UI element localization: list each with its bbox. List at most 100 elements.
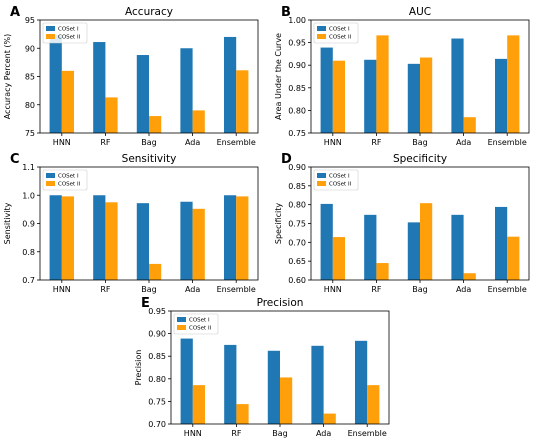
chart-title: Accuracy: [125, 6, 173, 18]
bar-coset-2-ada: [323, 413, 336, 424]
bar-coset-2-rf: [376, 263, 389, 280]
bar-coset-1-ada: [451, 38, 464, 133]
bar-coset-1-rf: [364, 214, 377, 280]
bar-coset-1-ensemble: [223, 36, 237, 134]
x-tick-label: Bag: [412, 138, 427, 147]
legend-swatch: [317, 34, 326, 39]
bar-coset-2-bag: [420, 203, 433, 280]
bar-coset-2-ensemble: [236, 70, 249, 133]
chart-panel-d: 0.60 0.65 0.70 0.75 0.80 0.85 0.90 HNN RF Bag Ada E…: [274, 152, 530, 294]
y-tick-label: 0.95: [288, 39, 306, 48]
y-tick-label: 0.85: [288, 84, 306, 93]
y-tick-label: 0.60: [288, 276, 306, 285]
y-tick-label: 0.85: [288, 182, 306, 191]
bar-coset-2-ada: [463, 117, 476, 133]
y-tick-label: 95: [25, 16, 35, 25]
bar-coset-2-ada: [192, 110, 205, 133]
bar-coset-1-ensemble: [494, 58, 508, 134]
y-tick-label: 0.90: [288, 61, 306, 70]
legend: COSet I COSet II: [313, 22, 359, 44]
panel-letter: C: [10, 152, 20, 167]
legend-label: COSet II: [58, 182, 81, 188]
bar-coset-2-hnn: [332, 237, 346, 280]
bar-coset-2-ada: [192, 208, 205, 280]
y-tick-label: 85: [25, 73, 35, 82]
bar-coset-2-ensemble: [236, 196, 249, 280]
bar-coset-1-bag: [267, 350, 280, 424]
legend: COSet I COSet II: [42, 22, 88, 44]
legend-label: COSet I: [329, 174, 350, 180]
x-tick-label: HNN: [324, 285, 342, 294]
x-tick-label: HNN: [184, 429, 202, 438]
chart-title: Precision: [257, 297, 304, 309]
x-tick-label: Bag: [141, 285, 156, 294]
bar-coset-1-bag: [407, 63, 420, 134]
legend-label: COSet II: [329, 35, 352, 41]
x-tick-label: Bag: [272, 429, 287, 438]
y-axis-label: Specificity: [274, 203, 283, 244]
legend: COSet I COSet II: [173, 313, 219, 335]
y-tick-label: 0.65: [288, 257, 306, 266]
bar-coset-2-rf: [105, 202, 118, 280]
x-tick-label: RF: [100, 285, 111, 294]
x-tick-label: Ensemble: [217, 138, 256, 147]
bar-coset-2-bag: [149, 116, 162, 133]
legend-label: COSet II: [58, 35, 81, 41]
bar-coset-1-hnn: [320, 203, 333, 280]
y-tick-label: 1.0: [22, 191, 35, 200]
bar-coset-1-hnn: [320, 47, 333, 133]
x-tick-label: Ensemble: [488, 285, 527, 294]
bar-coset-2-bag: [149, 263, 162, 280]
panel-letter: B: [281, 5, 291, 20]
legend-label: COSet II: [189, 326, 212, 332]
x-tick-label: Ada: [185, 138, 200, 147]
legend-label: COSet II: [329, 182, 352, 188]
legend-label: COSet I: [189, 318, 210, 324]
legend-swatch: [46, 26, 55, 31]
bar-coset-1-ada: [311, 345, 324, 424]
bar-coset-2-ensemble: [507, 236, 520, 280]
legend: COSet I COSet II: [313, 169, 359, 191]
y-tick-label: 0.80: [288, 201, 306, 210]
bar-coset-1-hnn: [180, 338, 193, 424]
x-tick-label: Bag: [141, 138, 156, 147]
panel-letter: D: [281, 152, 292, 167]
bar-coset-2-ensemble: [367, 385, 380, 424]
legend-swatch: [317, 173, 326, 178]
bar-coset-2-ada: [463, 273, 476, 280]
bar-coset-1-rf: [224, 344, 237, 424]
legend-swatch: [46, 173, 55, 178]
y-tick-label: 0.70: [148, 420, 166, 429]
chart-panel-b: 0.75 0.80 0.85 0.90 0.95 1.00 HNN RF Bag Ada Ensem…: [274, 5, 530, 147]
x-tick-label: Ada: [316, 429, 331, 438]
chart-title: AUC: [409, 6, 431, 18]
bar-coset-1-ensemble: [494, 206, 508, 280]
chart-panel-e: 0.70 0.75 0.80 0.85 0.90 0.95 HNN RF Bag Ada Ensem…: [134, 296, 390, 438]
y-tick-label: 80: [25, 101, 35, 110]
bar-coset-1-hnn: [49, 195, 62, 280]
chart-title: Specificity: [393, 153, 447, 165]
y-tick-label: 0.75: [288, 129, 306, 138]
bar-coset-1-bag: [136, 55, 149, 133]
bar-coset-2-hnn: [61, 196, 75, 280]
bar-coset-1-ada: [180, 48, 193, 133]
y-tick-label: 0.80: [288, 106, 306, 115]
x-tick-label: RF: [100, 138, 111, 147]
legend-swatch: [46, 181, 55, 186]
bar-coset-1-bag: [136, 203, 149, 280]
x-tick-label: Ada: [456, 138, 471, 147]
bar-coset-1-ensemble: [354, 340, 368, 424]
y-axis-label: Sensitivity: [3, 202, 12, 244]
y-tick-label: 90: [25, 44, 35, 53]
y-tick-label: 75: [25, 129, 35, 138]
y-tick-label: 1.00: [288, 16, 306, 25]
bar-coset-1-rf: [364, 59, 377, 133]
bar-coset-1-hnn: [49, 35, 62, 134]
y-axis-label: Precision: [134, 350, 143, 386]
y-tick-label: 0.85: [148, 352, 166, 361]
y-tick-label: 0.75: [288, 220, 306, 229]
chart-panel-a: 75 80 85 90 95 HNN RF Bag Ada Ensemble Accuracy A Ac…: [3, 5, 259, 147]
legend-swatch: [46, 34, 55, 39]
y-axis-label: Area Under the Curve: [274, 33, 283, 120]
panel-letter: A: [10, 5, 20, 20]
